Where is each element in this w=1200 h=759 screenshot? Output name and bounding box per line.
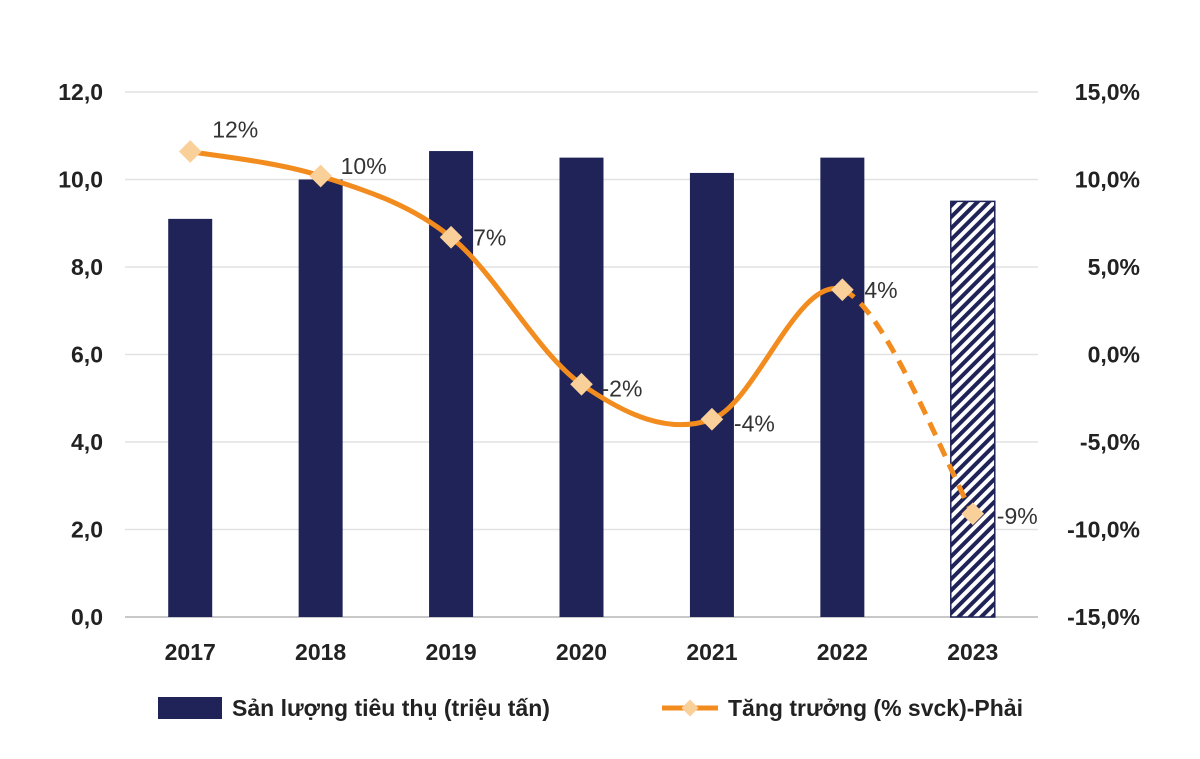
left-tick-label: 6,0 <box>71 342 103 368</box>
bar <box>429 151 474 617</box>
x-tick-label: 2021 <box>686 639 737 665</box>
right-tick-label: -15,0% <box>1067 604 1140 630</box>
left-tick-label: 0,0 <box>71 604 103 630</box>
left-tick-label: 2,0 <box>71 517 103 543</box>
bar <box>820 157 865 617</box>
data-label: 4% <box>864 277 897 303</box>
growth-marker <box>570 372 593 396</box>
bar <box>298 179 343 617</box>
growth-marker <box>178 140 202 163</box>
x-tick-label: 2023 <box>947 639 998 665</box>
growth-marker <box>961 502 985 526</box>
left-tick-label: 10,0 <box>58 167 103 193</box>
x-tick-label: 2018 <box>295 639 346 665</box>
growth-line <box>189 149 844 428</box>
bar <box>168 218 213 617</box>
growth-marker <box>700 407 724 431</box>
x-tick-label: 2017 <box>165 639 216 665</box>
growth-line-forecast <box>841 287 975 516</box>
legend-line-label: Tăng trưởng (% svck)-Phải <box>728 695 1023 721</box>
legend-line-marker <box>681 699 699 717</box>
left-tick-label: 12,0 <box>58 79 103 105</box>
right-tick-label: -5,0% <box>1080 429 1140 455</box>
growth-marker <box>831 278 854 302</box>
x-tick-label: 2019 <box>425 639 476 665</box>
x-tick-label: 2022 <box>817 639 868 665</box>
data-label: -4% <box>734 410 775 436</box>
right-tick-label: 0,0% <box>1088 342 1140 368</box>
legend-bar-swatch <box>158 697 222 719</box>
data-label: 12% <box>212 117 258 143</box>
right-tick-label: 5,0% <box>1088 254 1140 280</box>
bar <box>689 172 734 617</box>
right-tick-label: 10,0% <box>1075 167 1140 193</box>
left-tick-label: 8,0 <box>71 254 103 280</box>
data-label: -9% <box>997 503 1038 529</box>
x-tick-label: 2020 <box>556 639 607 665</box>
right-tick-label: -10,0% <box>1067 517 1140 543</box>
data-label: -2% <box>602 375 643 401</box>
data-label: 7% <box>473 224 506 250</box>
left-tick-label: 4,0 <box>71 429 103 455</box>
data-label: 10% <box>341 153 387 179</box>
bar <box>950 200 996 618</box>
legend-bar-label: Sản lượng tiêu thụ (triệu tấn) <box>232 695 550 721</box>
right-tick-label: 15,0% <box>1075 79 1140 105</box>
